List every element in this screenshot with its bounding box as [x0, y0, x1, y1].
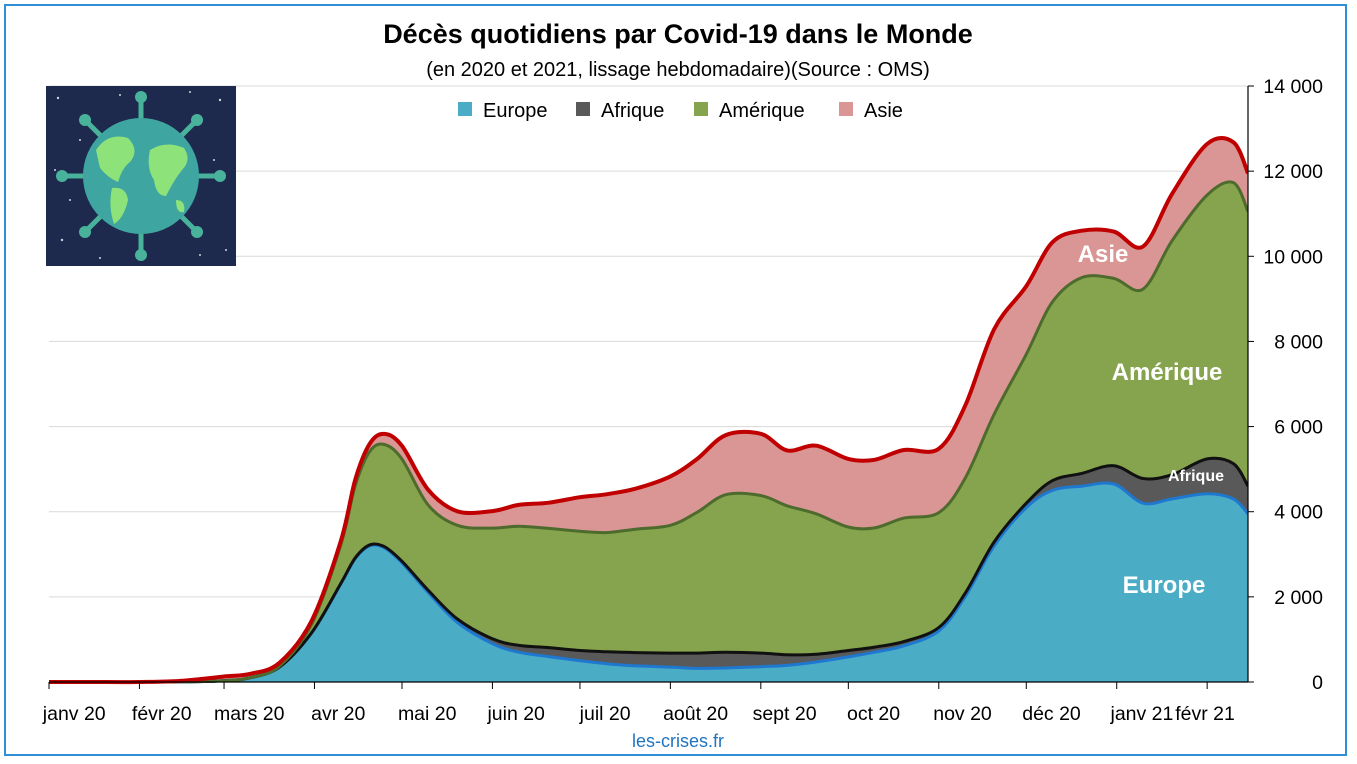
line-asie	[48, 135, 1248, 685]
x-tick-label: janv 20	[42, 703, 106, 725]
y-tick-label: 2 000	[1274, 587, 1323, 609]
axes	[49, 85, 1254, 683]
x-tick-label: janv 21	[1109, 703, 1173, 725]
x-tick-label: nov 20	[933, 703, 992, 725]
y-tick-label: 6 000	[1274, 417, 1323, 439]
legend-swatch	[458, 102, 472, 116]
x-tick-label: mai 20	[398, 703, 457, 725]
x-tick-label: mars 20	[214, 703, 285, 725]
x-axis-ticks: janv 20 févr 20 mars 20 avr 20 mai 20 juin 20…	[42, 682, 1235, 725]
label-asie: Asie	[1078, 241, 1129, 268]
y-axis-ticks: 0 2 000 4 000 6 000 8 000 10 000 12 000 14 000	[1263, 76, 1323, 694]
legend-label: Asie	[864, 100, 903, 122]
x-tick-label: août 20	[663, 703, 728, 725]
globe-virus-image	[46, 86, 236, 266]
x-tick-label: avr 20	[311, 703, 365, 725]
x-tick-label: févr 21	[1175, 703, 1235, 725]
x-tick-label: juin 20	[486, 703, 545, 725]
series-outlines	[48, 135, 1248, 685]
continents	[96, 136, 188, 224]
area-europe	[49, 483, 1248, 682]
source-credit: les-crises.fr	[632, 731, 724, 751]
legend-label: Afrique	[601, 100, 664, 122]
label-amerique: Amérique	[1112, 359, 1223, 386]
legend-label: Europe	[483, 100, 548, 122]
stars	[54, 91, 227, 259]
y-tick-label: 10 000	[1263, 246, 1323, 268]
x-tick-label: juil 20	[579, 703, 631, 725]
x-tick-label: sept 20	[753, 703, 817, 725]
series-labels: Asie Amérique Afrique Europe	[1078, 241, 1224, 599]
legend-swatch	[839, 102, 853, 116]
legend-swatch	[694, 102, 708, 116]
area-afrique	[49, 458, 1248, 682]
y-tick-label: 12 000	[1263, 161, 1323, 183]
area-amerique	[49, 181, 1248, 682]
y-tick-label: 8 000	[1274, 331, 1323, 353]
x-tick-label: oct 20	[847, 703, 900, 725]
line-afrique	[48, 456, 1248, 684]
x-tick-label: févr 20	[132, 703, 192, 725]
y-tick-label: 14 000	[1263, 76, 1323, 98]
virus-spike-tips	[56, 91, 226, 261]
x-tick-label: déc 20	[1022, 703, 1081, 725]
label-europe: Europe	[1123, 572, 1206, 599]
legend-swatch	[576, 102, 590, 116]
chart-subtitle: (en 2020 et 2021, lissage hebdomadaire)(…	[426, 59, 930, 81]
legend-label: Amérique	[719, 100, 805, 122]
chart-title: Décès quotidiens par Covid-19 dans le Mo…	[383, 19, 973, 49]
label-afrique: Afrique	[1168, 468, 1224, 485]
legend: Europe Afrique Amérique Asie	[458, 100, 903, 122]
y-tick-label: 0	[1312, 672, 1323, 694]
globe	[83, 118, 199, 234]
stacked-areas	[49, 137, 1248, 683]
y-tick-label: 4 000	[1274, 502, 1323, 524]
